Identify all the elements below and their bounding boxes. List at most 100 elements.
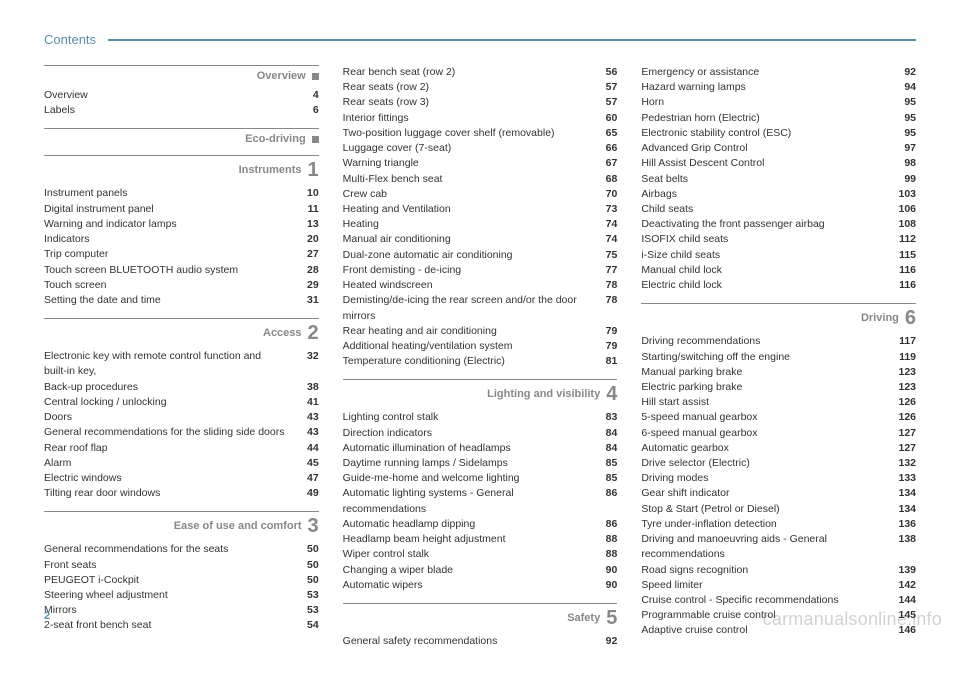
toc-entry-label: Rear seats (row 3) [343,95,592,110]
toc-entry-page: 43 [293,410,319,425]
toc-entry-page: 127 [890,441,916,456]
toc-entry-page: 57 [591,95,617,110]
toc-entry-page: 112 [890,232,916,247]
toc-entry: Wiper control stalk88 [343,547,618,562]
toc-entry: Multi-Flex bench seat68 [343,172,618,187]
toc-entry: Warning triangle67 [343,156,618,171]
toc-entry-label: Automatic wipers [343,578,592,593]
toc-entry-page: 116 [890,263,916,278]
section-header: Ease of use and comfort 3 [44,511,319,536]
toc-entry-page: 116 [890,278,916,293]
toc-entry-page: 134 [890,502,916,517]
toc-entry-page: 94 [890,80,916,95]
toc-entry-page: 142 [890,578,916,593]
toc-entry: Touch screen BLUETOOTH audio system28 [44,263,319,278]
toc-entry-label: 2-seat front bench seat [44,618,293,633]
toc-entry-label: Touch screen [44,278,293,293]
toc-entry: Tyre under-inflation detection136 [641,517,916,532]
toc-entry-page: 86 [591,517,617,532]
toc-entry-label: Temperature conditioning (Electric) [343,354,592,369]
toc-entry-label: Changing a wiper blade [343,563,592,578]
section-marker-square-icon [312,73,319,80]
toc-entry: i-Size child seats115 [641,248,916,263]
toc-entry: Driving and manoeuvring aids - General r… [641,532,916,562]
toc-entry: Emergency or assistance92 [641,65,916,80]
toc-entry-page: 126 [890,410,916,425]
toc-entry-label: Guide-me-home and welcome lighting [343,471,592,486]
toc-entry-page: 123 [890,380,916,395]
toc-entry-page: 108 [890,217,916,232]
toc-entry-label: i-Size child seats [641,248,890,263]
toc-entry: Automatic illumination of headlamps84 [343,441,618,456]
toc-entry-label: Pedestrian horn (Electric) [641,111,890,126]
toc-entry: Alarm45 [44,456,319,471]
toc-entry-page: 66 [591,141,617,156]
toc-entry-label: Two-position luggage cover shelf (remova… [343,126,592,141]
toc-entry: Direction indicators84 [343,426,618,441]
header-title: Contents [44,32,96,47]
toc-entry: Rear bench seat (row 2)56 [343,65,618,80]
toc-entry: Rear seats (row 3)57 [343,95,618,110]
toc-entry-label: Indicators [44,232,293,247]
section-title: Eco-driving [245,133,306,145]
section-number: 1 [308,160,319,180]
toc-entry-page: 133 [890,471,916,486]
toc-entry: Front seats50 [44,558,319,573]
toc-entry-label: Advanced Grip Control [641,141,890,156]
section-header: Access2 [44,318,319,343]
toc-entry: Deactivating the front passenger airbag1… [641,217,916,232]
toc-entry-page: 53 [293,603,319,618]
toc-entry-page: 41 [293,395,319,410]
toc-entry-label: Digital instrument panel [44,202,293,217]
toc-entry-page: 67 [591,156,617,171]
toc-entry-page: 65 [591,126,617,141]
toc-entry-page: 49 [293,486,319,501]
toc-entry-page: 139 [890,563,916,578]
toc-entry-label: Stop & Start (Petrol or Diesel) [641,502,890,517]
toc-entry: Heating74 [343,217,618,232]
toc-entry: Central locking / unlocking41 [44,395,319,410]
toc-entry: Dual-zone automatic air conditioning75 [343,248,618,263]
toc-entry-label: Automatic lighting systems - General rec… [343,486,592,516]
toc-entry-page: 74 [591,232,617,247]
toc-entry: Cruise control - Specific recommendation… [641,593,916,608]
toc-entry: Horn95 [641,95,916,110]
toc-entry-label: Back-up procedures [44,380,293,395]
toc-entry: Setting the date and time31 [44,293,319,308]
toc-entry-page: 53 [293,588,319,603]
toc-entry-label: General recommendations for the sliding … [44,425,293,440]
section-header: Lighting and visibility4 [343,379,618,404]
toc-entry-page: 117 [890,334,916,349]
toc-entry-page: 54 [293,618,319,633]
toc-entry-label: Cruise control - Specific recommendation… [641,593,890,608]
toc-entry-page: 77 [591,263,617,278]
toc-entry-label: Crew cab [343,187,592,202]
toc-entry: General safety recommendations92 [343,634,618,649]
toc-entry: Temperature conditioning (Electric)81 [343,354,618,369]
toc-entry: Airbags103 [641,187,916,202]
section-header: Overview [44,65,319,82]
toc-entry-label: Starting/switching off the engine [641,350,890,365]
toc-entry: 2-seat front bench seat54 [44,618,319,633]
toc-entry-page: 79 [591,324,617,339]
toc-entry-label: Alarm [44,456,293,471]
toc-entry: Electronic stability control (ESC)95 [641,126,916,141]
section-number: 3 [308,516,319,536]
toc-entry: PEUGEOT i-Cockpit50 [44,573,319,588]
toc-entry: Trip computer27 [44,247,319,262]
toc-entry-label: Labels [44,103,293,118]
toc-entry: Electric windows47 [44,471,319,486]
toc-entry-label: Driving recommendations [641,334,890,349]
toc-entry-label: Gear shift indicator [641,486,890,501]
toc-entry-label: Additional heating/ventilation system [343,339,592,354]
toc-entry-label: Rear roof flap [44,441,293,456]
toc-entry-page: 127 [890,426,916,441]
watermark: carmanualsonline.info [763,609,942,630]
section-header: Eco-driving [44,128,319,145]
toc-entry-page: 70 [591,187,617,202]
section-title: Ease of use and comfort [174,520,302,532]
toc-entry-page: 95 [890,111,916,126]
toc-entry: Mirrors53 [44,603,319,618]
toc-entry-label: Automatic gearbox [641,441,890,456]
toc-entry: Daytime running lamps / Sidelamps85 [343,456,618,471]
